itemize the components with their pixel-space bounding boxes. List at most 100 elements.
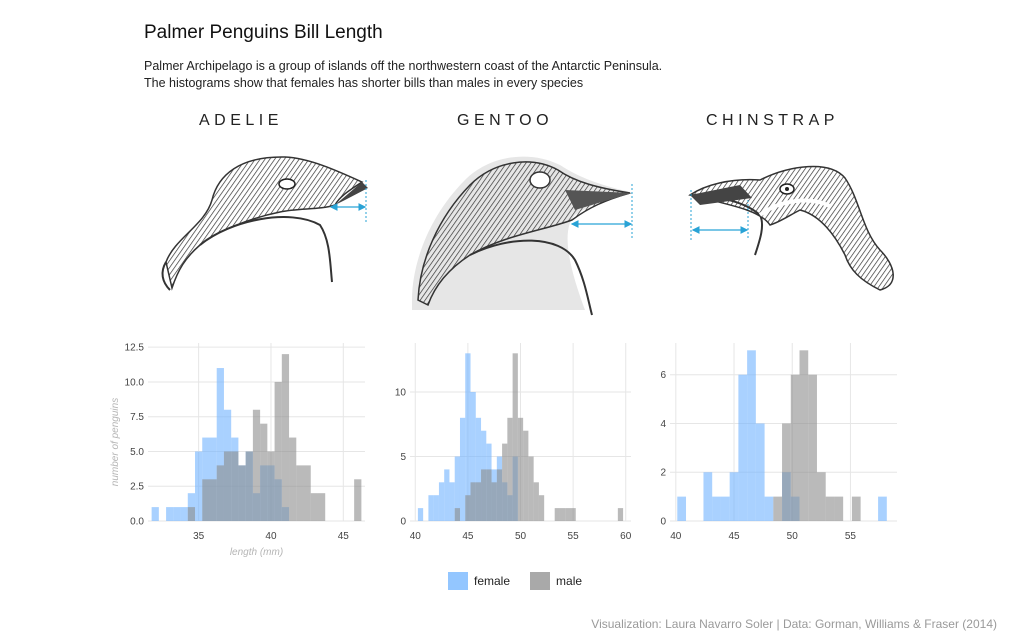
- y-tick-label: 5: [400, 452, 406, 463]
- y-tick-label: 4: [660, 419, 666, 430]
- bar-female: [438, 482, 445, 521]
- y-tick-label: 10: [395, 388, 407, 399]
- bar-female: [428, 495, 434, 521]
- bar-male: [274, 381, 282, 521]
- bar-male: [267, 451, 275, 521]
- bar-male: [187, 507, 196, 521]
- chart-subtitle: Palmer Archipelago is a group of islands…: [144, 58, 662, 92]
- y-tick-label: 7.5: [130, 412, 144, 423]
- species-label-adelie: ADELIE: [199, 112, 283, 129]
- x-tick-label: 40: [265, 531, 277, 542]
- bar-male: [470, 482, 476, 521]
- subtitle-line-1: Palmer Archipelago is a group of islands…: [144, 59, 663, 73]
- subtitle-line-2: The histograms show that females has sho…: [144, 76, 584, 90]
- chart-title: Palmer Penguins Bill Length: [144, 22, 383, 43]
- bar-male: [231, 451, 239, 521]
- y-tick-label: 5.0: [130, 447, 144, 458]
- x-tick-label: 55: [845, 531, 857, 542]
- bar-female: [475, 417, 482, 521]
- x-tick-label: 45: [728, 531, 740, 542]
- y-tick-label: 6: [660, 370, 666, 381]
- bar-male: [782, 423, 791, 521]
- bar-male: [296, 465, 304, 521]
- bar-female: [173, 507, 181, 521]
- bar-male: [317, 493, 326, 521]
- bar-male: [523, 430, 529, 521]
- y-tick-label: 0: [400, 517, 406, 528]
- bar-male: [475, 482, 482, 521]
- bar-female: [764, 496, 774, 521]
- y-tick-label: 0: [660, 517, 666, 528]
- legend-swatch-male: [530, 572, 551, 590]
- x-tick-label: 50: [787, 531, 799, 542]
- bar-male: [354, 479, 362, 521]
- adelie-histogram: 0.0 2.5 5.0 7.5 10.0 12.5 35 40 45 length (mm) num…: [110, 343, 365, 558]
- bar-female: [738, 374, 748, 521]
- species-label-chinstrap: CHINSTRAP: [706, 112, 839, 129]
- bar-female: [720, 496, 730, 521]
- gentoo-histogram: 0 5 10 40 45 50 55 60: [395, 343, 632, 542]
- bar-female: [195, 451, 203, 521]
- x-tick-label: 40: [410, 531, 422, 542]
- bar-female: [747, 350, 756, 521]
- bar-female: [454, 456, 460, 521]
- bar-male: [528, 456, 534, 521]
- x-tick-label: 45: [338, 531, 350, 542]
- y-tick-label: 2.5: [130, 482, 144, 493]
- bar-male: [481, 469, 487, 521]
- bar-male: [816, 472, 826, 521]
- bar-male: [565, 508, 571, 521]
- bar-female: [470, 392, 476, 521]
- y-tick-label: 0.0: [130, 517, 144, 528]
- bar-male: [289, 437, 297, 521]
- legend-swatch-female: [448, 572, 468, 590]
- bar-female: [449, 482, 455, 521]
- y-tick-label: 2: [660, 468, 666, 479]
- bar-male: [512, 353, 518, 521]
- bar-male: [799, 350, 809, 521]
- bar-male: [223, 451, 232, 521]
- bar-male: [465, 495, 471, 521]
- bar-male: [238, 465, 246, 521]
- x-tick-label: 35: [193, 531, 205, 542]
- bar-male: [559, 508, 566, 521]
- bar-male: [507, 417, 513, 521]
- x-axis-label: length (mm): [230, 547, 283, 558]
- bar-male: [617, 508, 624, 521]
- x-tick-label: 50: [515, 531, 527, 542]
- bar-female: [465, 353, 471, 521]
- bar-male: [517, 417, 524, 521]
- bar-male: [209, 479, 217, 521]
- bar-female: [729, 472, 739, 521]
- bar-male: [491, 482, 497, 521]
- legend-item-female: female: [448, 572, 510, 590]
- caption: Visualization: Laura Navarro Soler | Dat…: [591, 617, 997, 631]
- bar-male: [554, 508, 560, 521]
- bar-male: [202, 479, 210, 521]
- legend-item-male: male: [530, 572, 582, 590]
- species-label-gentoo: GENTOO: [457, 112, 554, 129]
- bar-male: [310, 493, 318, 521]
- bar-male: [851, 496, 861, 521]
- bar-male: [281, 354, 290, 521]
- y-axis-label: number of penguins: [110, 398, 121, 486]
- bar-female: [433, 495, 439, 521]
- bar-male: [773, 496, 783, 521]
- x-tick-label: 40: [670, 531, 682, 542]
- bar-female: [166, 507, 174, 521]
- legend-label-female: female: [474, 574, 511, 588]
- bar-male: [570, 508, 576, 521]
- bar-male: [502, 443, 508, 521]
- legend: female male: [448, 572, 592, 590]
- bar-female: [459, 417, 466, 521]
- bar-male: [486, 469, 492, 521]
- bar-female: [712, 496, 721, 521]
- bar-male: [454, 508, 460, 521]
- y-tick-label: 12.5: [125, 343, 145, 354]
- chinstrap-head-illustration: [688, 165, 894, 291]
- bar-male: [252, 409, 261, 521]
- chinstrap-histogram: 0 2 4 6 40 45 50 55: [660, 343, 897, 542]
- x-tick-label: 55: [568, 531, 580, 542]
- bar-male: [808, 374, 817, 521]
- penguin-illustrations: [161, 156, 894, 316]
